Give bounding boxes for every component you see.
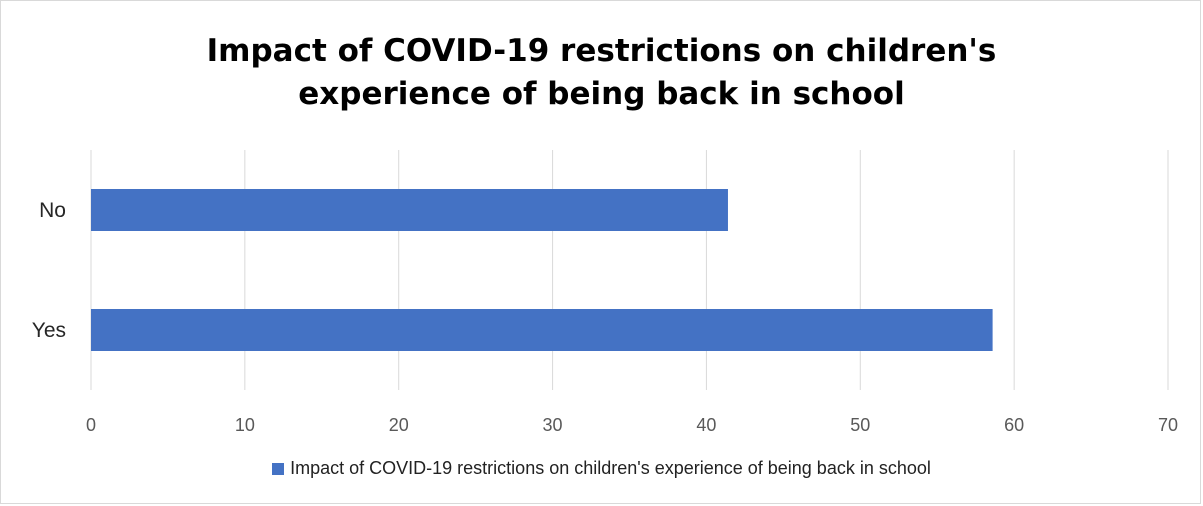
- x-tick-label-60: 60: [1004, 415, 1024, 435]
- bar-no: [91, 189, 728, 231]
- x-tick-label-70: 70: [1158, 415, 1178, 435]
- x-tick-label-0: 0: [86, 415, 96, 435]
- bar-yes: [91, 309, 993, 351]
- x-tick-label-10: 10: [235, 415, 255, 435]
- legend-label: Impact of COVID-19 restrictions on child…: [290, 458, 931, 478]
- legend-swatch: [272, 462, 285, 475]
- x-tick-label-40: 40: [696, 415, 716, 435]
- y-category-label-no: No: [39, 199, 66, 222]
- x-tick-label-50: 50: [850, 415, 870, 435]
- x-tick-label-30: 30: [543, 415, 563, 435]
- y-category-label-yes: Yes: [32, 319, 66, 342]
- x-tick-label-20: 20: [389, 415, 409, 435]
- chart-title: Impact of COVID-19 restrictions on child…: [0, 30, 1203, 116]
- legend: Impact of COVID-19 restrictions on child…: [0, 458, 1203, 479]
- chart-title-line-2: experience of being back in school: [298, 76, 905, 112]
- chart-title-line-1: Impact of COVID-19 restrictions on child…: [206, 33, 997, 69]
